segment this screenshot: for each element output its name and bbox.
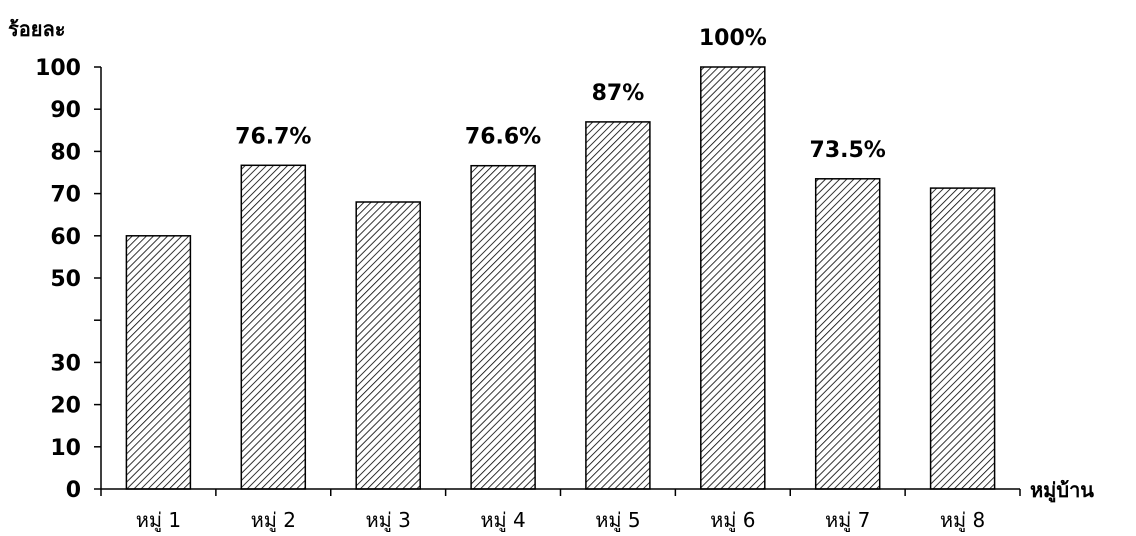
x-tick-label: หมู่ 2 (251, 508, 296, 533)
data-label: 76.6% (465, 125, 541, 150)
x-axis-title: หมู่บ้าน (1030, 478, 1094, 504)
x-tick-label: หมู่ 3 (365, 508, 410, 533)
x-tick-label: หมู่ 1 (136, 508, 181, 533)
y-tick-label: 20 (50, 394, 81, 419)
data-label: 76.7% (235, 124, 311, 149)
y-tick-label: 10 (50, 436, 81, 461)
bar-5 (585, 121, 651, 490)
x-tick-label: หมู่ 7 (825, 508, 870, 533)
y-tick-label: 0 (66, 478, 81, 503)
y-tick-label: 30 (50, 351, 81, 376)
data-label: 73.5% (810, 138, 886, 163)
bar-6 (700, 66, 766, 490)
bar-4 (470, 164, 536, 490)
bar-3 (355, 201, 421, 490)
axes-layer: 0 10 20 30 50 60 70 80 90 100 หมู่ 1 หมู่ 2 หมู่ 3 หม… (35, 56, 1021, 533)
bar-7 (814, 178, 881, 490)
data-label: 100% (699, 26, 767, 51)
bar-8 (929, 187, 996, 490)
y-tick-label: 90 (50, 98, 81, 123)
y-tick-label: 50 (50, 267, 81, 292)
data-label: 87% (592, 81, 645, 106)
x-tick-label: หมู่ 8 (940, 508, 985, 533)
y-tick-label: 70 (50, 183, 81, 208)
bars-layer (125, 66, 996, 490)
labels-layer: 76.7% 76.6% 87% 100% 73.5% (235, 26, 886, 163)
x-tick-label: หมู่ 4 (480, 508, 525, 533)
y-tick-label: 100 (35, 56, 81, 81)
x-tick-label: หมู่ 5 (595, 508, 640, 533)
y-tick-label: 80 (50, 140, 81, 165)
bar-2 (240, 164, 307, 490)
y-axis-title: ร้อยละ (8, 17, 65, 41)
y-tick-label: 60 (50, 225, 81, 250)
bar-1 (125, 235, 192, 490)
x-tick-label: หมู่ 6 (710, 508, 755, 533)
